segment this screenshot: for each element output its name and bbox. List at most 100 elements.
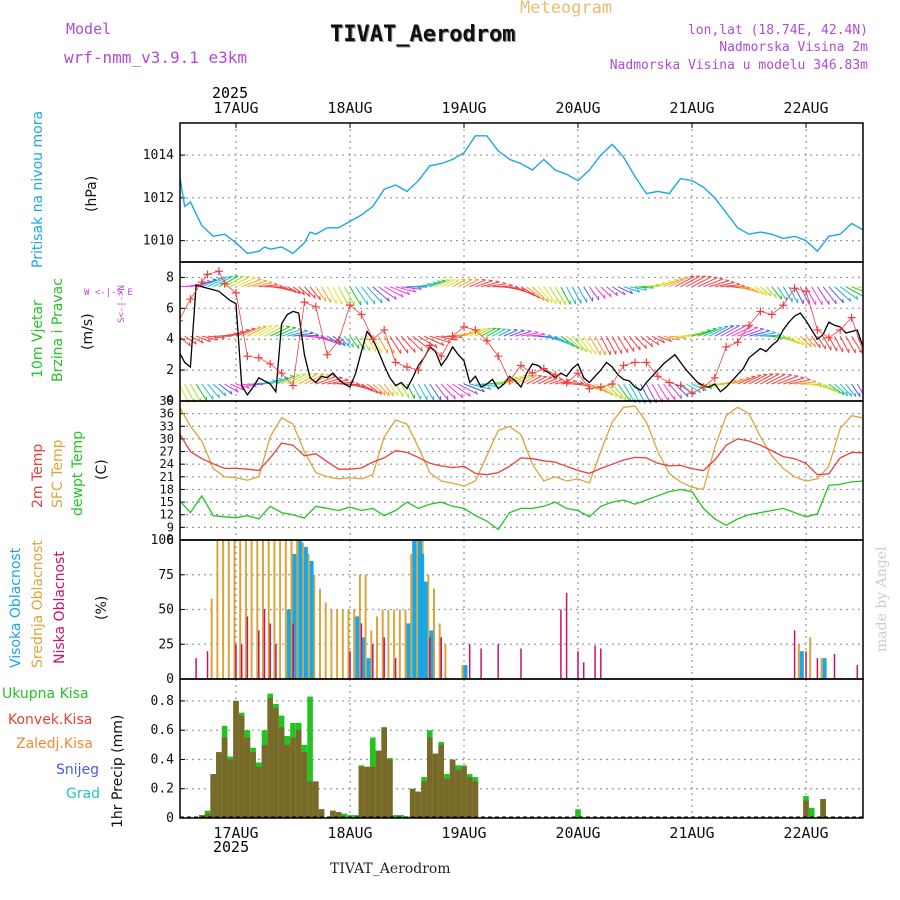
cloud-bar: [833, 653, 836, 679]
wind-gust-point: [448, 332, 457, 341]
y-tick-label: 0.6: [151, 723, 174, 738]
wind-gust-point: [642, 358, 651, 367]
wind-arrow: [304, 286, 316, 299]
wind-arrow: [218, 383, 233, 395]
cloud-bar: [267, 540, 270, 679]
wind-arrow: [207, 276, 228, 288]
wind-arrow: [845, 383, 857, 398]
wind-gust-point: [300, 298, 309, 307]
wind-arrow: [617, 383, 631, 403]
cloud-bar: [250, 540, 253, 679]
wind-arrow: [378, 286, 397, 300]
precip-conv-bar: [267, 698, 273, 818]
wind-arrow-head: [418, 286, 422, 290]
wind-arrow: [611, 286, 626, 296]
cloud-bar: [235, 644, 237, 679]
precip-conv-bar: [204, 813, 211, 818]
wind-gust-point: [790, 284, 799, 293]
wind-arrow: [218, 275, 239, 288]
cloud-bar: [301, 542, 304, 679]
wind-gust-point: [824, 333, 833, 342]
wind-arrow: [298, 373, 318, 385]
wind-arrow: [247, 325, 267, 337]
wind-arrow: [212, 383, 227, 397]
wind-arrow-head: [313, 294, 316, 299]
precip-conv-bar: [261, 744, 268, 818]
precip-conv-bar: [358, 766, 365, 818]
wind-arrow-head: [224, 392, 227, 397]
wind-arrow: [212, 276, 233, 288]
wind-arrow-head: [412, 288, 417, 293]
precip-conv-bar: [290, 737, 296, 818]
wind-arrow: [515, 286, 536, 297]
wind-arrow: [452, 279, 466, 288]
day-label-top: 22AUG: [783, 99, 828, 117]
wind-arrow-head: [736, 282, 741, 286]
wind-arrow: [332, 286, 343, 305]
wind-arrow: [526, 333, 546, 337]
wind-arrow: [571, 335, 588, 353]
wind-arrow-head: [769, 292, 772, 297]
wind-gust-point: [368, 335, 377, 344]
precip-conv-bar: [330, 810, 336, 818]
wind-arrow-head: [814, 343, 816, 348]
precip-conv-bar: [421, 781, 427, 818]
precip-total-bar: [575, 809, 581, 818]
cloud-bar: [284, 540, 287, 679]
precip-conv-bar: [278, 727, 285, 818]
wind-arrow: [423, 383, 435, 401]
day-label-bottom: 19AUG: [441, 824, 486, 842]
wind-arrow: [731, 377, 750, 385]
wind-arrow: [697, 328, 717, 337]
wind-arrow: [617, 335, 629, 354]
wind-arrow-head: [513, 376, 519, 379]
wind-arrow: [765, 373, 786, 385]
lonlat-label: lon,lat (18.74E, 42.4N): [687, 23, 868, 38]
wind-arrow: [828, 383, 845, 396]
day-label-bottom: 17AUG: [213, 824, 258, 842]
day-label-top: 20AUG: [555, 99, 600, 117]
y-tick-label: 21: [160, 470, 174, 484]
wind-arrow-head: [639, 346, 641, 351]
y-tick-label: 6: [166, 301, 174, 316]
wind-arrow: [851, 383, 861, 397]
wind-arrow-head: [724, 279, 730, 282]
wind-arrow: [588, 335, 601, 356]
cloud-bar: [222, 540, 225, 679]
wind-arrow: [571, 286, 582, 304]
wind-arrow-head: [643, 287, 648, 291]
wind-arrow: [794, 286, 804, 305]
wind-arrow: [458, 383, 478, 395]
wind-arrow: [708, 280, 730, 288]
wind-arrow-head: [319, 295, 321, 301]
wind-arrow: [628, 335, 641, 351]
wind-arrow: [412, 383, 422, 400]
wind-arrow: [435, 279, 451, 288]
y-tick-label: 27: [160, 445, 174, 459]
wind-arrow: [845, 335, 856, 354]
wind-arrow: [258, 284, 278, 288]
dewpt-line: [180, 480, 863, 531]
wind-arrow: [566, 286, 576, 305]
cloud-bar: [206, 651, 209, 679]
wind-arrow: [418, 335, 438, 349]
wind-arrow: [862, 336, 863, 337]
precip-total-bar: [392, 815, 399, 818]
wind-arrow-head: [746, 286, 751, 290]
wind-arrow-head: [461, 394, 464, 399]
wind-arrow: [492, 285, 513, 288]
wind-arrow: [417, 383, 428, 401]
wind-arrow: [794, 381, 817, 385]
day-label-bottom: 20AUG: [555, 824, 600, 842]
precip-conv-bar: [227, 759, 234, 818]
wind-arrow-head: [629, 290, 633, 294]
wind-arrow: [606, 335, 617, 355]
cloud-bar: [286, 609, 291, 679]
cloud-bar: [440, 637, 442, 679]
y-tick-label: 33: [160, 419, 174, 433]
y-tick-label: 75: [158, 568, 174, 583]
wind-arrow: [760, 334, 782, 337]
precip-total-bar: [808, 807, 815, 818]
wind-arrow: [366, 335, 376, 353]
wind-arrow: [446, 383, 464, 399]
